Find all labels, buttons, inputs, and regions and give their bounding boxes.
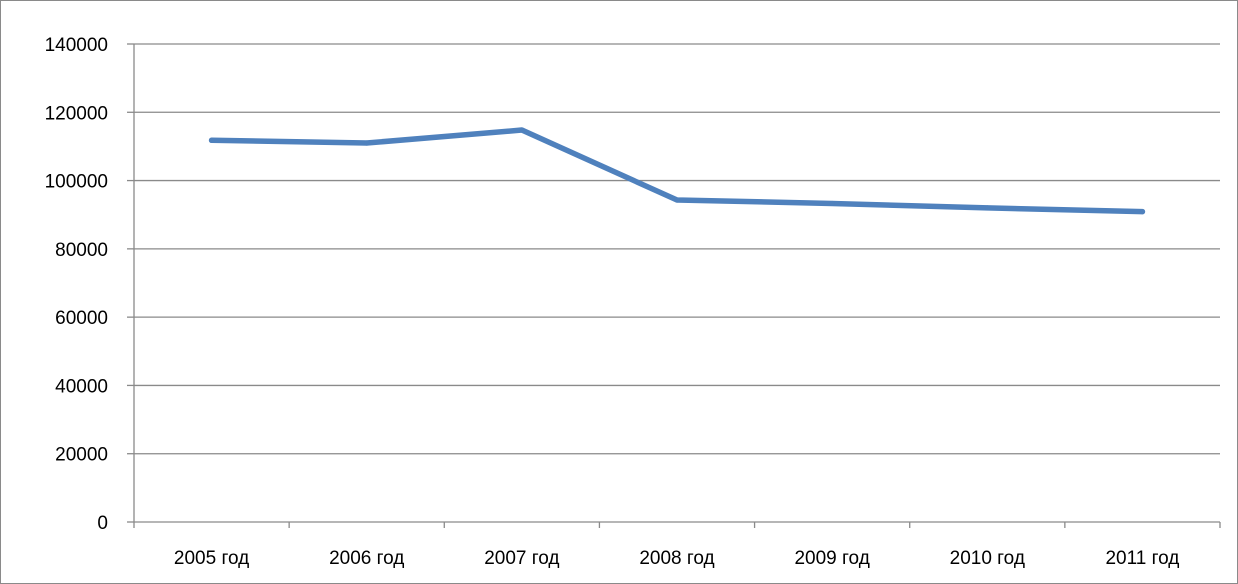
data-point (519, 127, 525, 133)
y-tick-label: 60000 (55, 308, 108, 329)
gridlines (134, 43, 1220, 455)
data-point (984, 205, 990, 211)
y-tick-label: 120000 (45, 103, 108, 124)
x-tick-label: 2006 год (329, 548, 404, 569)
x-tick-label: 2010 год (950, 548, 1025, 569)
y-tick-label: 80000 (55, 240, 108, 261)
data-point (364, 140, 370, 146)
data-point (829, 200, 835, 207)
y-tick-label: 140000 (45, 35, 108, 56)
y-tick-label: 100000 (45, 172, 108, 193)
data-point (1139, 209, 1146, 215)
x-tick-label: 2007 год (484, 548, 559, 569)
x-tick-label: 2005 год (174, 548, 249, 569)
y-axis-tick-labels: 0 20000 40000 60000 80000 100000 120000 140000 (45, 35, 108, 534)
data-point (208, 137, 215, 143)
y-tick-label: 0 (97, 513, 108, 534)
x-axis-tick-labels: 2005 год 2006 год 2007 год 2008 год 2009 год… (174, 548, 1179, 569)
x-tick-label: 2011 год (1105, 548, 1179, 569)
data-point (674, 197, 680, 203)
axes (127, 43, 1221, 528)
x-tick-label: 2008 год (639, 548, 714, 569)
x-tick-label: 2009 год (794, 548, 869, 569)
y-tick-label: 40000 (55, 376, 108, 397)
y-tick-label: 20000 (55, 445, 108, 466)
series-group (208, 127, 1146, 215)
